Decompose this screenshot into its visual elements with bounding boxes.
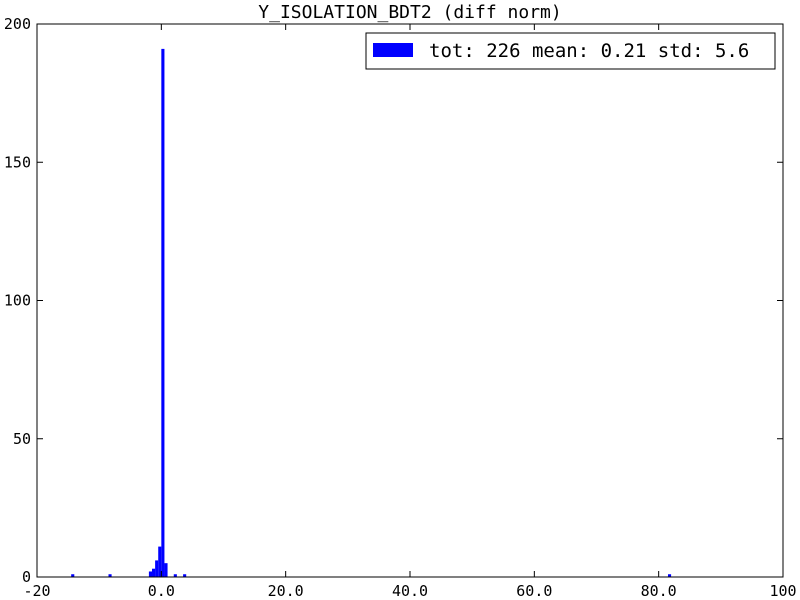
histogram-bar (155, 560, 159, 577)
axis-tick-labels: -20 0.0 20.0 40.0 60.0 80.0 100 0 50 100 150 200 (4, 15, 797, 600)
y-tick-label: 100 (4, 292, 31, 310)
x-tick-label: 0.0 (148, 582, 175, 600)
histogram-bars (71, 48, 672, 577)
histogram-bar (71, 574, 75, 577)
histogram-bar (108, 574, 112, 577)
legend: tot: 226 mean: 0.21 std: 5.6 (365, 32, 776, 70)
histogram-bar (152, 568, 156, 577)
legend-swatch (373, 43, 413, 57)
axis-ticks (36, 23, 784, 578)
histogram-bar (173, 574, 177, 577)
histogram-bar (148, 571, 153, 577)
legend-box (365, 32, 776, 70)
x-tick-label: 60.0 (516, 582, 552, 600)
y-tick-label: 150 (4, 153, 31, 171)
y-tick-label: 50 (13, 430, 31, 448)
histogram-bar (667, 574, 672, 577)
x-tick-label: -20 (23, 582, 50, 600)
histogram-bar (158, 546, 162, 577)
x-tick-label: 80.0 (641, 582, 677, 600)
legend-entry-label: tot: 226 mean: 0.21 std: 5.6 (429, 40, 749, 62)
plot-frame (36, 23, 784, 578)
x-tick-label: 20.0 (268, 582, 304, 600)
histogram-bar (183, 574, 187, 577)
histogram-bar (161, 48, 165, 577)
y-tick-label: 200 (4, 15, 31, 33)
y-tick-label: 0 (22, 568, 31, 586)
x-tick-label: 40.0 (392, 582, 428, 600)
chart-title: Y_ISOLATION_BDT2 (diff norm) (258, 2, 561, 23)
histogram-bar (164, 563, 168, 577)
x-tick-label: 100 (769, 582, 796, 600)
